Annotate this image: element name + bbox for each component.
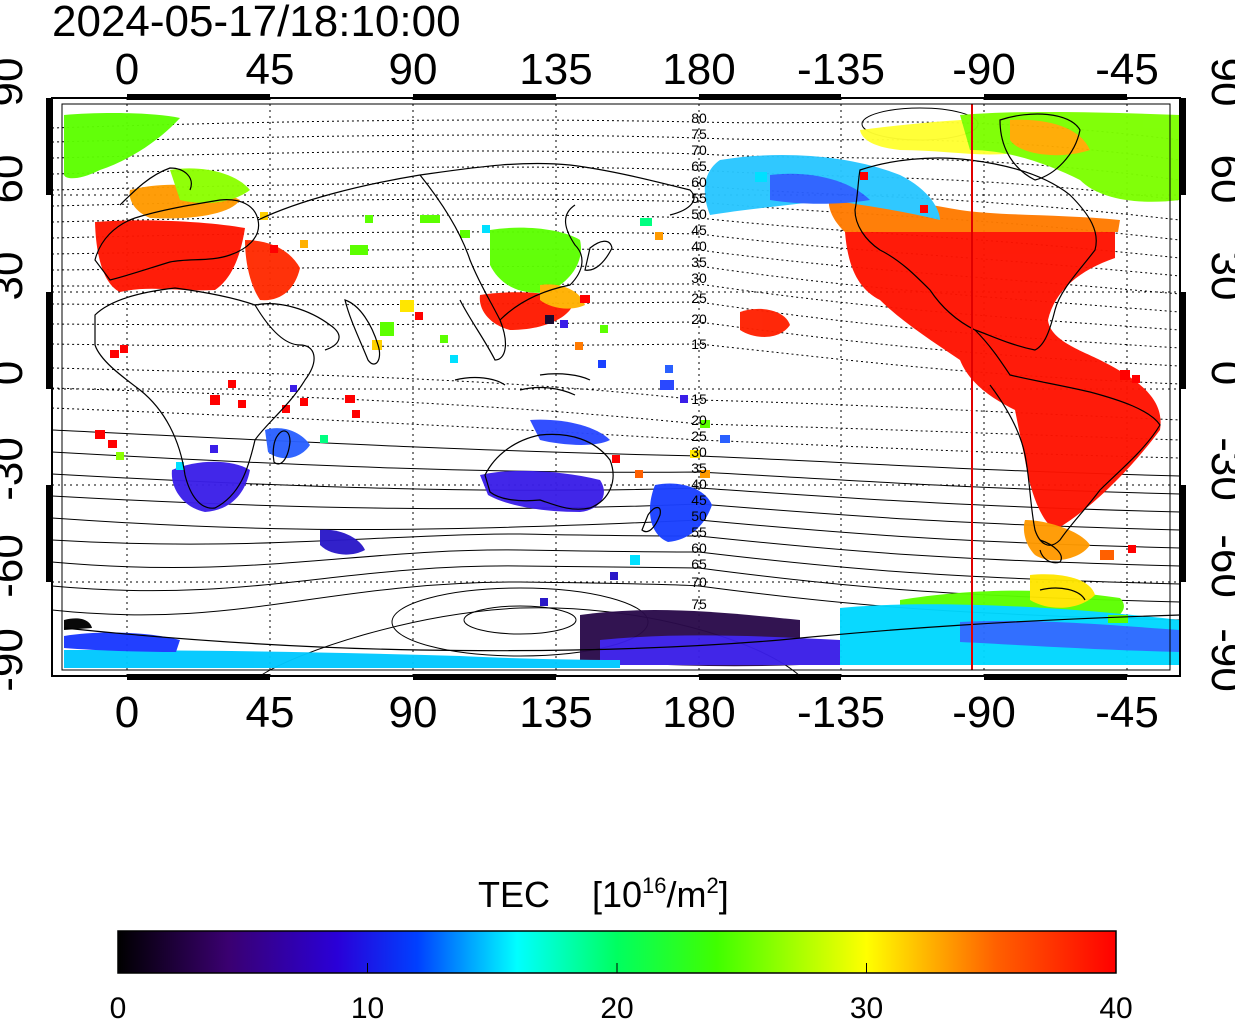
contour-label: 65 xyxy=(691,556,707,572)
colorbar-ticks: 0 10 20 30 40 xyxy=(110,963,1133,1021)
contour-label: 65 xyxy=(691,158,707,174)
colorbar-tick-label: 10 xyxy=(351,992,384,1021)
top-longitude-tick-label: -90 xyxy=(952,45,1016,94)
left-latitude-tick-label: 90 xyxy=(0,58,32,107)
top-longitude-tick-label: 0 xyxy=(115,45,139,94)
contour-label: 45 xyxy=(691,222,707,238)
contour-label: 40 xyxy=(691,476,707,492)
tec-data-patches xyxy=(64,111,1180,668)
graticule-grid xyxy=(52,98,1180,676)
top-longitude-tick-label: 90 xyxy=(389,45,438,94)
coastlines xyxy=(63,113,1180,652)
contour-label: 25 xyxy=(691,290,707,306)
colorbar-tick-label: 0 xyxy=(110,992,127,1021)
left-latitude-tick-label: -60 xyxy=(0,534,32,598)
bottom-longitude-tick-label: 0 xyxy=(115,688,139,737)
contour-label: 20 xyxy=(691,311,707,327)
map-frame-ticks xyxy=(46,94,1186,680)
contour-label: 40 xyxy=(691,238,707,254)
top-longitude-tick-label: 135 xyxy=(519,45,592,94)
colorbar: TEC [1016/m2] 0 10 20 30 40 xyxy=(110,873,1133,1021)
contour-label: 55 xyxy=(691,190,707,206)
colorbar-unit: [1016/m2] xyxy=(592,873,729,915)
tec-data-points xyxy=(95,172,1140,623)
colorbar-tick-label: 30 xyxy=(850,992,883,1021)
contour-label: 55 xyxy=(691,524,707,540)
bottom-longitude-tick-label: -45 xyxy=(1095,688,1159,737)
left-latitude-ticks: 90 60 30 0 -30 -60 -90 xyxy=(0,58,32,692)
left-latitude-tick-label: -30 xyxy=(0,437,32,501)
bottom-longitude-tick-label: -90 xyxy=(952,688,1016,737)
bottom-longitude-tick-label: -135 xyxy=(797,688,885,737)
contour-label: 25 xyxy=(691,428,707,444)
right-latitude-tick-label: -30 xyxy=(1202,437,1235,501)
contour-label: 80 xyxy=(691,110,707,126)
contour-label: 20 xyxy=(691,412,707,428)
contour-label: 60 xyxy=(691,174,707,190)
top-longitude-ticks: 0 45 90 135 180 -135 -90 -45 xyxy=(115,45,1159,94)
right-latitude-tick-label: 60 xyxy=(1202,155,1235,204)
right-latitude-tick-label: -60 xyxy=(1202,534,1235,598)
colorbar-tick-label: 40 xyxy=(1099,992,1132,1021)
contour-label: 75 xyxy=(691,596,707,612)
contour-label: 35 xyxy=(691,254,707,270)
contour-label: 15 xyxy=(691,336,707,352)
contour-label: 70 xyxy=(691,574,707,590)
contour-label: 30 xyxy=(691,270,707,286)
top-longitude-tick-label: 45 xyxy=(246,45,295,94)
contour-label: 50 xyxy=(691,206,707,222)
top-longitude-tick-label: -135 xyxy=(797,45,885,94)
contour-label: 35 xyxy=(691,460,707,476)
colorbar-tick-label: 20 xyxy=(600,992,633,1021)
contour-label: 45 xyxy=(691,492,707,508)
left-latitude-tick-label: 0 xyxy=(0,361,32,385)
bottom-longitude-tick-label: 45 xyxy=(246,688,295,737)
contour-label: 75 xyxy=(691,126,707,142)
contour-label: 15 xyxy=(691,391,707,407)
right-latitude-tick-label: 90 xyxy=(1202,58,1235,107)
map-title: 2024-05-17/18:10:00 xyxy=(52,0,461,46)
bottom-longitude-ticks: 0 45 90 135 180 -135 -90 -45 xyxy=(115,688,1159,737)
bottom-longitude-tick-label: 90 xyxy=(389,688,438,737)
right-latitude-ticks: 90 60 30 0 -30 -60 -90 xyxy=(1202,58,1235,692)
bottom-longitude-tick-label: 180 xyxy=(662,688,735,737)
right-latitude-tick-label: 30 xyxy=(1202,252,1235,301)
left-latitude-tick-label: 30 xyxy=(0,252,32,301)
right-latitude-tick-label: -90 xyxy=(1202,628,1235,692)
bottom-longitude-tick-label: 135 xyxy=(519,688,592,737)
right-latitude-tick-label: 0 xyxy=(1202,361,1235,385)
top-longitude-tick-label: 180 xyxy=(662,45,735,94)
contour-label: 30 xyxy=(691,444,707,460)
contour-label: 60 xyxy=(691,540,707,556)
left-latitude-tick-label: -90 xyxy=(0,628,32,692)
left-latitude-tick-label: 60 xyxy=(0,155,32,204)
contour-label: 50 xyxy=(691,508,707,524)
colorbar-title: TEC xyxy=(478,874,550,915)
contour-label: 70 xyxy=(691,142,707,158)
top-longitude-tick-label: -45 xyxy=(1095,45,1159,94)
